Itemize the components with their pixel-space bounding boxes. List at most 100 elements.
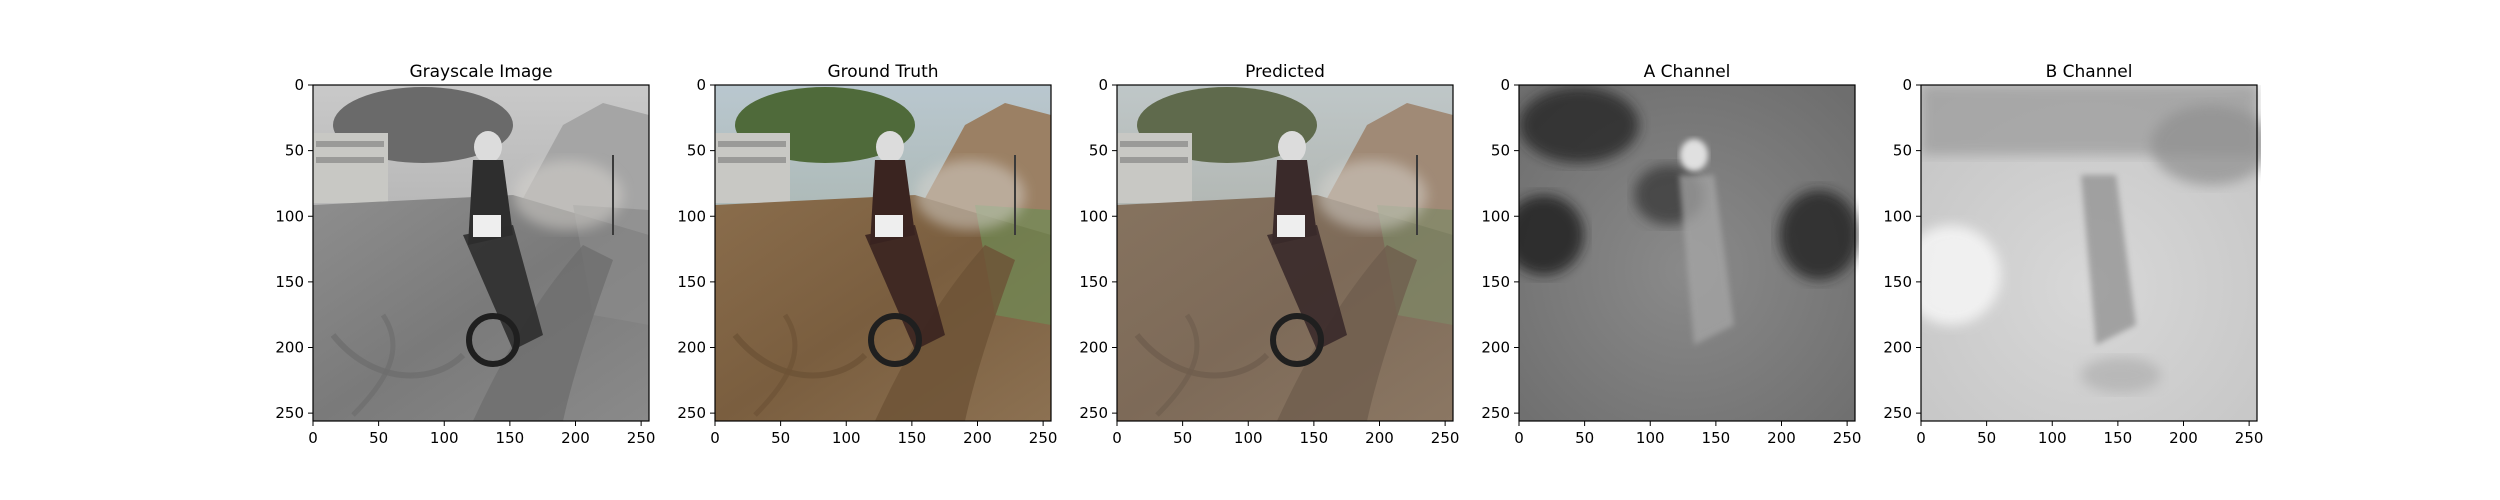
predicted-title: Predicted: [1245, 62, 1325, 82]
predicted-ytick-label: 0: [1098, 76, 1108, 94]
grayscale-image-ytick-label: 250: [275, 404, 304, 422]
grayscale-image-xtick-label: 50: [369, 429, 388, 447]
predicted-ytick-label: 200: [1079, 339, 1108, 357]
grayscale-image-xtick-label: 100: [430, 429, 459, 447]
grayscale-image-ytick-label: 50: [285, 142, 304, 160]
image-trailer-stripe: [316, 157, 384, 163]
ground-truth-image: [715, 85, 1051, 421]
image-dark-blob: [1519, 87, 1639, 163]
ground-truth-xtick-label: 50: [771, 429, 790, 447]
image-hill-ghost: [2151, 105, 2261, 185]
b-channel-xtick-label: 200: [2169, 429, 2198, 447]
a-channel-ytick-label: 100: [1481, 207, 1510, 225]
ground-truth-xtick-label: 0: [710, 429, 720, 447]
predicted-frame: [1116, 84, 1454, 422]
grayscale-image-frame: [312, 84, 650, 422]
a-channel-xtick-label: 50: [1575, 429, 1594, 447]
a-channel-ytick-label: 0: [1500, 76, 1510, 94]
image-trailer-stripe: [1120, 157, 1188, 163]
image-wheel: [868, 313, 922, 367]
grayscale-image-ytick-label: 150: [275, 273, 304, 291]
ground-truth-xtick-label: 100: [832, 429, 861, 447]
grayscale-image-image: [313, 85, 649, 421]
image-number-plate: [1277, 215, 1305, 237]
predicted-image: [1117, 85, 1453, 421]
ground-truth-ytick-label: 150: [677, 273, 706, 291]
ground-truth-ytick-label: 200: [677, 339, 706, 357]
grayscale-image-xtick-label: 0: [308, 429, 318, 447]
ground-truth-ytick-label: 0: [696, 76, 706, 94]
b-channel-frame: [1920, 84, 2258, 422]
image-berm: [1277, 245, 1417, 421]
b-channel-title: B Channel: [2046, 62, 2133, 82]
a-channel-xtick-label: 250: [1833, 429, 1862, 447]
a-channel-ytick-label: 250: [1481, 404, 1510, 422]
ground-truth-title: Ground Truth: [827, 62, 938, 82]
b-channel-xtick-label: 50: [1977, 429, 1996, 447]
grayscale-image-ytick-label: 100: [275, 207, 304, 225]
predicted-ytick-label: 50: [1089, 142, 1108, 160]
image-rut: [330, 333, 466, 379]
b-channel-ytick-label: 250: [1883, 404, 1912, 422]
ground-truth-ytick-label: 100: [677, 207, 706, 225]
image-dust: [513, 160, 623, 230]
image-rut: [1155, 313, 1200, 417]
ground-truth-frame: [714, 84, 1052, 422]
predicted-xtick-label: 150: [1300, 429, 1329, 447]
ground-truth-xtick-label: 250: [1029, 429, 1058, 447]
image-helmet: [474, 131, 502, 163]
a-channel-ytick-label: 150: [1481, 273, 1510, 291]
grayscale-image-xtick-label: 250: [627, 429, 656, 447]
a-channel-image: [1519, 85, 1859, 421]
grayscale-image-ytick-label: 0: [294, 76, 304, 94]
b-channel-xtick-label: 100: [2038, 429, 2067, 447]
grayscale-image-ytick-label: 200: [275, 339, 304, 357]
predicted-xtick-label: 0: [1112, 429, 1122, 447]
a-channel-xtick-label: 0: [1514, 429, 1524, 447]
image-dark-blob: [1519, 195, 1584, 275]
ground-truth-xtick-label: 150: [898, 429, 927, 447]
image-trailer-stripe: [316, 141, 384, 147]
image-bright-blob: [1921, 225, 2001, 325]
b-channel-image: [1921, 85, 2261, 421]
predicted-ytick-label: 100: [1079, 207, 1108, 225]
predicted-xtick-label: 200: [1365, 429, 1394, 447]
predicted-ytick-label: 150: [1079, 273, 1108, 291]
image-trailer-stripe: [718, 141, 786, 147]
ground-truth-ytick-label: 50: [687, 142, 706, 160]
a-channel-title: A Channel: [1644, 62, 1731, 82]
image-bike: [865, 225, 945, 350]
image-rider-ghost: [2081, 175, 2136, 345]
b-channel-ytick-label: 0: [1902, 76, 1912, 94]
image-trailer-stripe: [718, 157, 786, 163]
image-number-plate: [473, 215, 501, 237]
a-channel-ytick-label: 200: [1481, 339, 1510, 357]
image-wheel: [1270, 313, 1324, 367]
image-trailer-stripe: [1120, 141, 1188, 147]
image-rut: [1134, 333, 1270, 379]
image-berm: [875, 245, 1015, 421]
image-shadow: [2081, 357, 2161, 393]
image-rut: [753, 313, 798, 417]
image-rut: [732, 333, 868, 379]
b-channel-ytick-label: 100: [1883, 207, 1912, 225]
a-channel-xtick-label: 100: [1636, 429, 1665, 447]
image-wheel: [466, 313, 520, 367]
image-bike: [463, 225, 543, 350]
b-channel-xtick-label: 150: [2104, 429, 2133, 447]
ground-truth-xtick-label: 200: [963, 429, 992, 447]
image-dust: [1317, 160, 1427, 230]
image-helmet: [1278, 131, 1306, 163]
image-berm: [473, 245, 613, 421]
grayscale-image-xtick-label: 200: [561, 429, 590, 447]
b-channel-xtick-label: 0: [1916, 429, 1926, 447]
image-dust: [915, 160, 1025, 230]
grayscale-image-xtick-label: 150: [496, 429, 525, 447]
b-channel-ytick-label: 150: [1883, 273, 1912, 291]
